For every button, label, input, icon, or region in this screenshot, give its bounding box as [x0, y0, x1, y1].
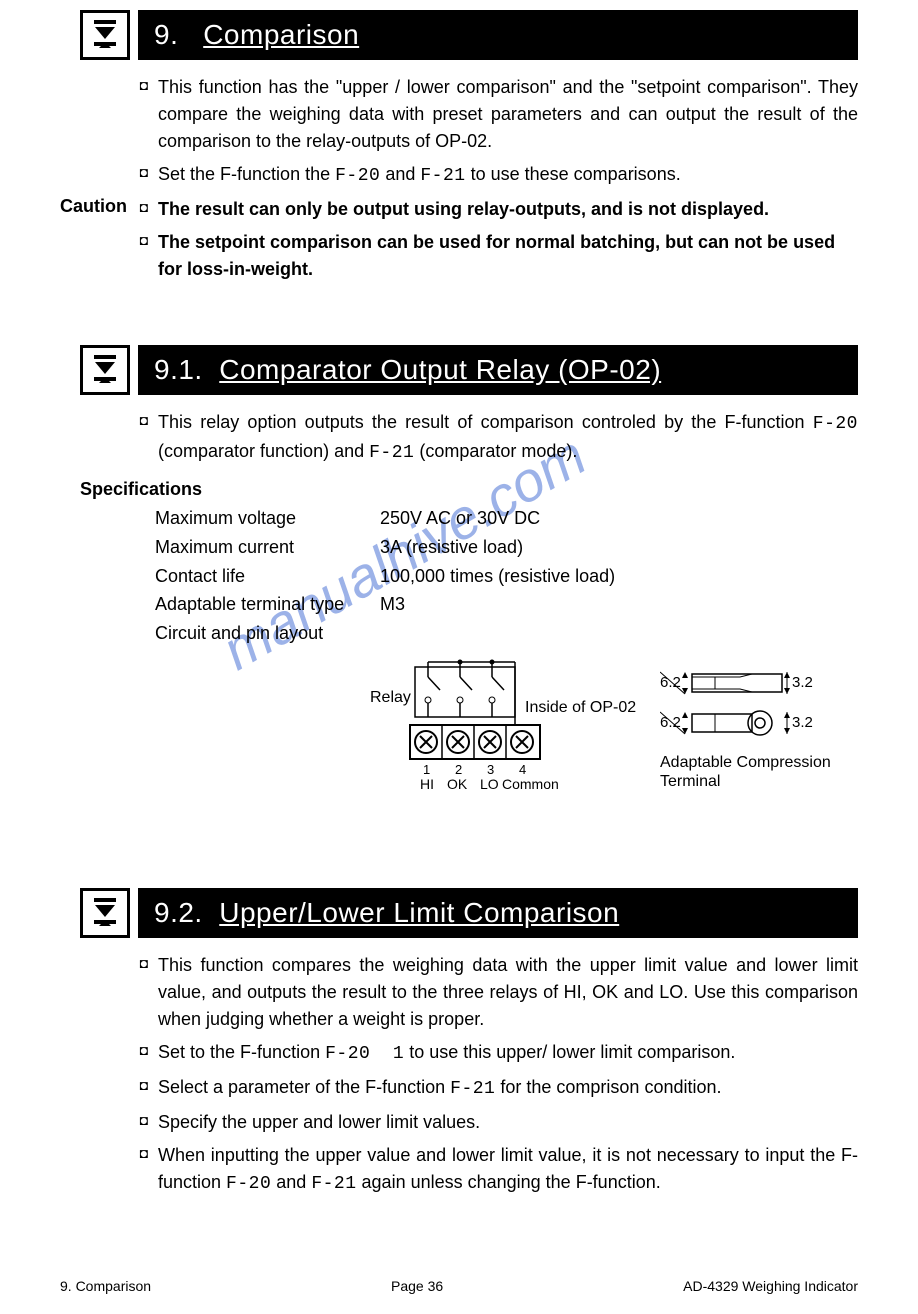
- bullet-icon: ◘: [130, 229, 158, 283]
- footer-left: 9. Comparison: [60, 1278, 151, 1294]
- bullet-icon: ◘: [130, 1109, 158, 1136]
- svg-text:3.2: 3.2: [792, 714, 813, 731]
- relay-label: Relay: [370, 689, 411, 706]
- bullet-text: This function compares the weighing data…: [158, 952, 858, 1033]
- list-item: ◘ Specify the upper and lower limit valu…: [130, 1109, 858, 1136]
- section-number: 9.1.: [154, 354, 203, 386]
- section-icon: [80, 345, 130, 395]
- svg-text:1: 1: [423, 762, 430, 777]
- bullet-icon: ◘: [130, 1039, 158, 1068]
- section-9-2-title: 9.2. Upper/Lower Limit Comparison: [138, 888, 858, 938]
- section-icon: [80, 10, 130, 60]
- bullet-text: This function has the "upper / lower com…: [158, 74, 858, 155]
- bullet-text: When inputting the upper value and lower…: [158, 1142, 858, 1198]
- svg-text:6.2: 6.2: [660, 674, 681, 691]
- specs-label: Circuit and pin layout: [155, 619, 380, 648]
- section-number: 9.: [154, 19, 178, 51]
- bullet-icon: ◘: [130, 409, 158, 467]
- svg-text:3.2: 3.2: [792, 674, 813, 691]
- bullet-icon: ◘: [130, 196, 158, 223]
- bullet-text: This relay option outputs the result of …: [158, 409, 858, 467]
- specs-label: Maximum current: [155, 533, 380, 562]
- section-9-2-bullets: ◘ This function compares the weighing da…: [130, 952, 858, 1198]
- svg-text:Terminal: Terminal: [660, 773, 720, 790]
- bullet-icon: ◘: [130, 1074, 158, 1103]
- list-item: ◘ This function has the "upper / lower c…: [130, 74, 858, 155]
- caution-text: The setpoint comparison can be used for …: [158, 229, 858, 283]
- section-title-text: Upper/Lower Limit Comparison: [219, 897, 619, 929]
- bullet-text: Select a parameter of the F-function F-2…: [158, 1074, 858, 1103]
- page-footer: 9. Comparison Page 36 AD-4329 Weighing I…: [60, 1278, 858, 1294]
- list-item: ◘ This function compares the weighing da…: [130, 952, 858, 1033]
- bullet-icon: ◘: [130, 1142, 158, 1198]
- bullet-icon: ◘: [130, 74, 158, 155]
- bullet-text: Specify the upper and lower limit values…: [158, 1109, 858, 1136]
- specs-value: [380, 619, 858, 648]
- specs-value: 3A (resistive load): [380, 533, 858, 562]
- specs-value: 250V AC or 30V DC: [380, 504, 858, 533]
- specs-table: Maximum voltage 250V AC or 30V DC Maximu…: [155, 504, 858, 648]
- section-9-bullets: ◘ This function has the "upper / lower c…: [130, 74, 858, 190]
- svg-text:Common: Common: [502, 776, 559, 792]
- table-row: Maximum current 3A (resistive load): [155, 533, 858, 562]
- section-9-2-header: 9.2. Upper/Lower Limit Comparison: [80, 888, 858, 938]
- svg-text:2: 2: [455, 762, 462, 777]
- specs-label: Adaptable terminal type: [155, 590, 380, 619]
- svg-text:Inside of OP-02: Inside of OP-02: [525, 699, 636, 716]
- svg-text:LO: LO: [480, 776, 499, 792]
- section-9-header: 9. Comparison: [80, 10, 858, 60]
- section-9-1-header: 9.1. Comparator Output Relay (OP-02): [80, 345, 858, 395]
- section-9-title: 9. Comparison: [138, 10, 858, 60]
- caution-text: The result can only be output using rela…: [158, 196, 858, 223]
- table-row: Maximum voltage 250V AC or 30V DC: [155, 504, 858, 533]
- svg-text:3: 3: [487, 762, 494, 777]
- section-9-1-title: 9.1. Comparator Output Relay (OP-02): [138, 345, 858, 395]
- bullet-icon: ◘: [130, 161, 158, 190]
- section-title-text: Comparison: [203, 19, 359, 51]
- section-title-text: Comparator Output Relay (OP-02): [219, 354, 661, 386]
- list-item: ◘ Select a parameter of the F-function F…: [130, 1074, 858, 1103]
- bullet-text: Set the F-function the F-20 and F-21 to …: [158, 161, 858, 190]
- list-item: ◘ When inputting the upper value and low…: [130, 1142, 858, 1198]
- list-item: ◘ Set to the F-function F-20 1 to use th…: [130, 1039, 858, 1068]
- footer-right: AD-4329 Weighing Indicator: [683, 1278, 858, 1294]
- footer-center: Page 36: [391, 1278, 443, 1294]
- caution-label: Caution: [60, 196, 130, 289]
- list-item: ◘ The result can only be output using re…: [130, 196, 858, 223]
- table-row: Circuit and pin layout: [155, 619, 858, 648]
- section-9-1-bullets: ◘ This relay option outputs the result o…: [130, 409, 858, 467]
- section-number: 9.2.: [154, 897, 203, 929]
- specs-value: 100,000 times (resistive load): [380, 562, 858, 591]
- svg-text:6.2: 6.2: [660, 714, 681, 731]
- specs-label: Maximum voltage: [155, 504, 380, 533]
- caution-block: Caution ◘ The result can only be output …: [60, 196, 858, 289]
- circuit-diagram: Relay: [360, 652, 858, 812]
- svg-text:Adaptable Compression: Adaptable Compression: [660, 754, 831, 771]
- list-item: ◘ This relay option outputs the result o…: [130, 409, 858, 467]
- specs-label: Contact life: [155, 562, 380, 591]
- table-row: Adaptable terminal type M3: [155, 590, 858, 619]
- list-item: ◘ The setpoint comparison can be used fo…: [130, 229, 858, 283]
- bullet-icon: ◘: [130, 952, 158, 1033]
- list-item: ◘ Set the F-function the F-20 and F-21 t…: [130, 161, 858, 190]
- section-icon: [80, 888, 130, 938]
- svg-text:OK: OK: [447, 776, 468, 792]
- svg-text:4: 4: [519, 762, 526, 777]
- specs-value: M3: [380, 590, 858, 619]
- specs-heading: Specifications: [80, 479, 858, 500]
- table-row: Contact life 100,000 times (resistive lo…: [155, 562, 858, 591]
- svg-text:HI: HI: [420, 776, 434, 792]
- bullet-text: Set to the F-function F-20 1 to use this…: [158, 1039, 858, 1068]
